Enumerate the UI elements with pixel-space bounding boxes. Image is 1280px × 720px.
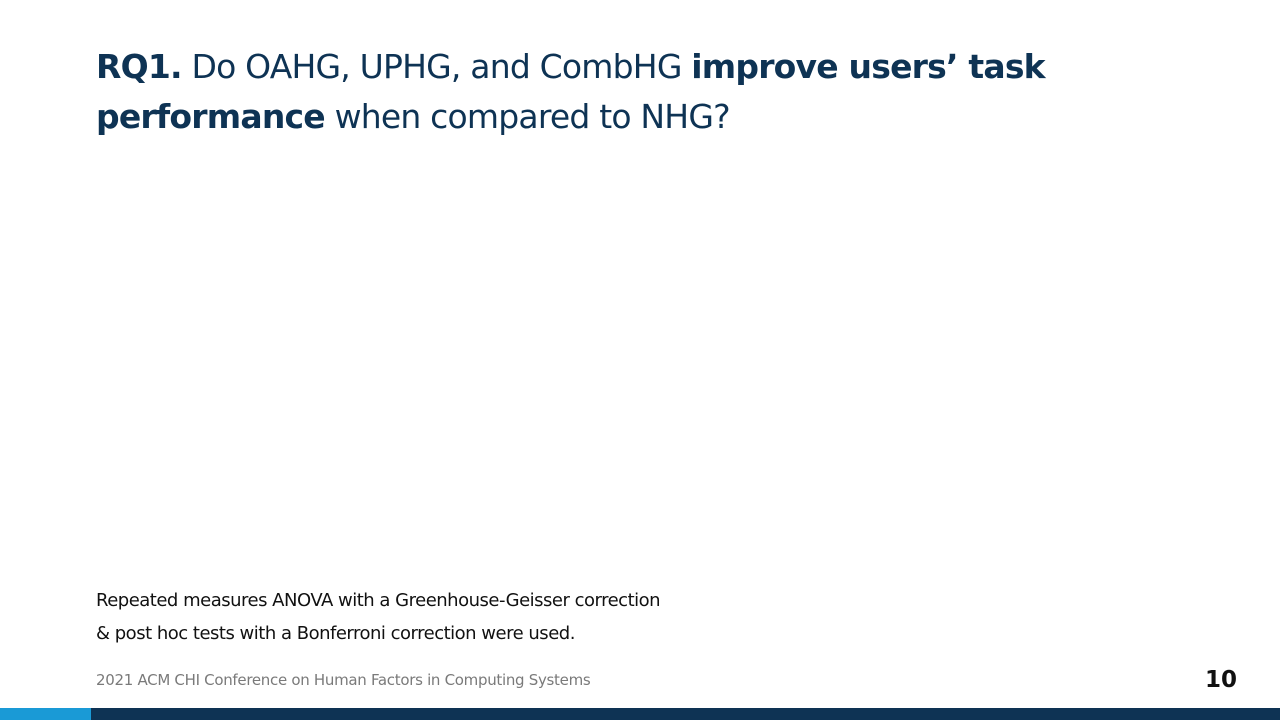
rq-label: RQ1. (96, 47, 183, 86)
method-note-line-2: & post hoc tests with a Bonferroni corre… (96, 623, 575, 644)
page-number: 10 (1204, 667, 1237, 693)
title-text-part2: when compared to NHG? (324, 97, 731, 136)
footer-conference: 2021 ACM CHI Conference on Human Factors… (96, 671, 591, 689)
title-text-part1: Do OAHG, UPHG, and CombHG (181, 47, 692, 86)
footer-bar-accent (0, 708, 91, 720)
method-notes: Repeated measures ANOVA with a Greenhous… (96, 584, 796, 650)
slide-title: RQ1. Do OAHG, UPHG, and CombHG improve u… (96, 42, 1216, 142)
method-note-line-1: Repeated measures ANOVA with a Greenhous… (96, 590, 661, 611)
footer-bar (0, 708, 1280, 720)
title-emphasis: improve users’ task performance (96, 47, 1046, 136)
